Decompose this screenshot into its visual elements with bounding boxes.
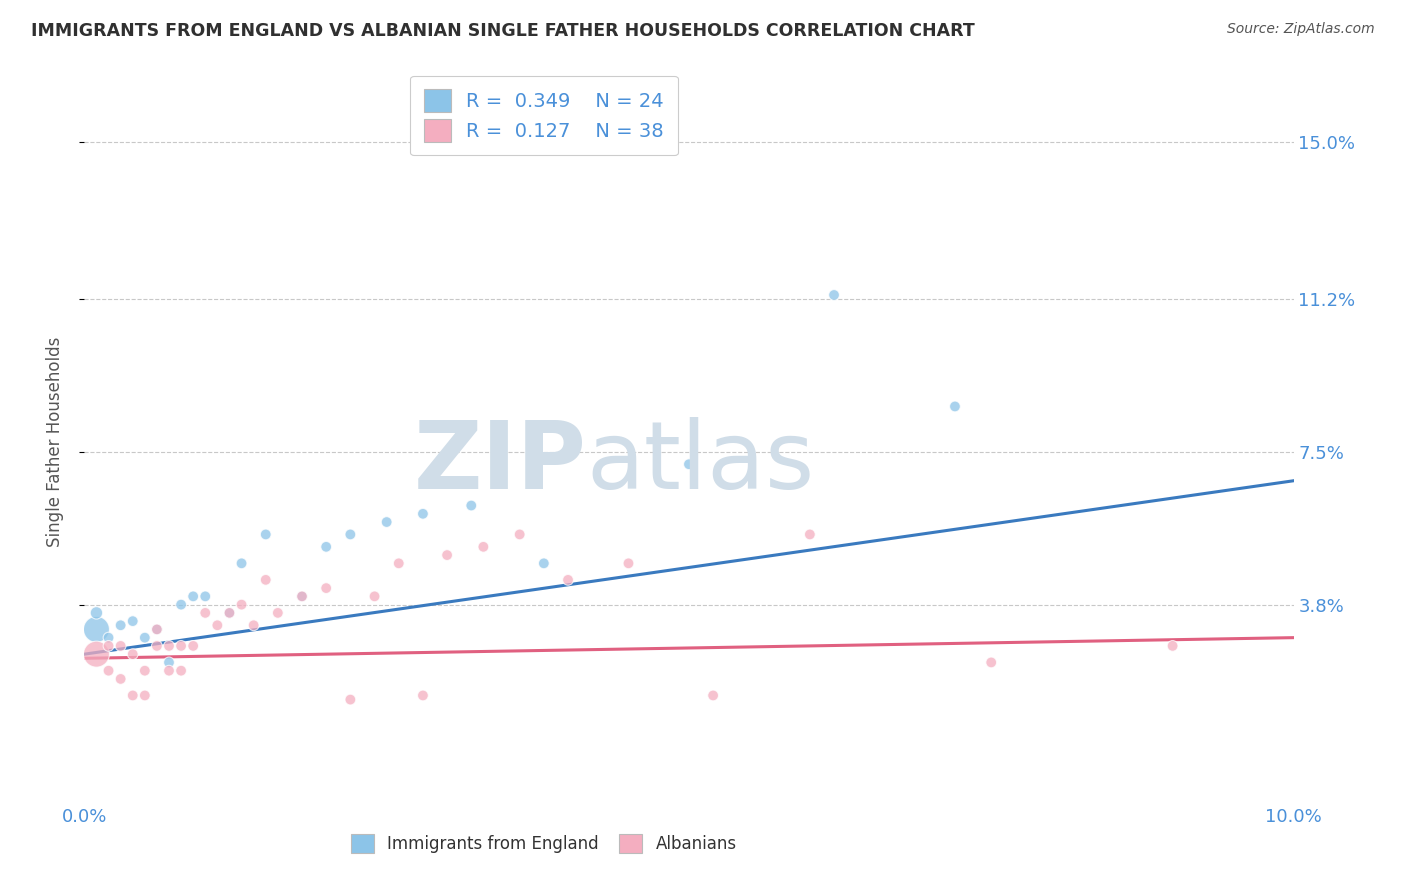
Point	[509, 527, 531, 541]
Point	[363, 590, 385, 604]
Legend: Immigrants from England, Albanians: Immigrants from England, Albanians	[344, 827, 744, 860]
Point	[218, 606, 240, 620]
Text: Source: ZipAtlas.com: Source: ZipAtlas.com	[1227, 22, 1375, 37]
Point	[254, 573, 277, 587]
Point	[194, 590, 217, 604]
Point	[254, 527, 277, 541]
Text: ZIP: ZIP	[413, 417, 586, 509]
Point	[110, 672, 132, 686]
Point	[412, 507, 434, 521]
Point	[207, 618, 229, 632]
Point	[134, 664, 156, 678]
Point	[97, 664, 120, 678]
Point	[472, 540, 495, 554]
Point	[146, 623, 169, 637]
Point	[121, 647, 143, 661]
Point	[375, 515, 398, 529]
Point	[134, 689, 156, 703]
Text: atlas: atlas	[586, 417, 814, 509]
Point	[533, 557, 555, 571]
Point	[134, 631, 156, 645]
Point	[617, 557, 640, 571]
Point	[146, 623, 169, 637]
Point	[315, 581, 337, 595]
Point	[86, 623, 108, 637]
Point	[121, 689, 143, 703]
Point	[194, 606, 217, 620]
Point	[110, 618, 132, 632]
Point	[388, 557, 411, 571]
Point	[291, 590, 314, 604]
Y-axis label: Single Father Households: Single Father Households	[45, 336, 63, 547]
Point	[110, 639, 132, 653]
Point	[157, 664, 180, 678]
Point	[267, 606, 290, 620]
Point	[557, 573, 579, 587]
Point	[231, 598, 253, 612]
Point	[702, 689, 724, 703]
Point	[943, 400, 966, 414]
Point	[799, 527, 821, 541]
Point	[315, 540, 337, 554]
Point	[181, 639, 204, 653]
Point	[412, 689, 434, 703]
Point	[436, 548, 458, 562]
Text: IMMIGRANTS FROM ENGLAND VS ALBANIAN SINGLE FATHER HOUSEHOLDS CORRELATION CHART: IMMIGRANTS FROM ENGLAND VS ALBANIAN SING…	[31, 22, 974, 40]
Point	[339, 527, 361, 541]
Point	[678, 457, 700, 471]
Point	[157, 656, 180, 670]
Point	[980, 656, 1002, 670]
Point	[97, 631, 120, 645]
Point	[146, 639, 169, 653]
Point	[170, 639, 193, 653]
Point	[823, 288, 845, 302]
Point	[170, 598, 193, 612]
Point	[86, 606, 108, 620]
Point	[157, 639, 180, 653]
Point	[291, 590, 314, 604]
Point	[86, 647, 108, 661]
Point	[1161, 639, 1184, 653]
Point	[460, 499, 482, 513]
Point	[242, 618, 264, 632]
Point	[170, 664, 193, 678]
Point	[218, 606, 240, 620]
Point	[339, 692, 361, 706]
Point	[97, 639, 120, 653]
Point	[181, 590, 204, 604]
Point	[121, 614, 143, 628]
Point	[231, 557, 253, 571]
